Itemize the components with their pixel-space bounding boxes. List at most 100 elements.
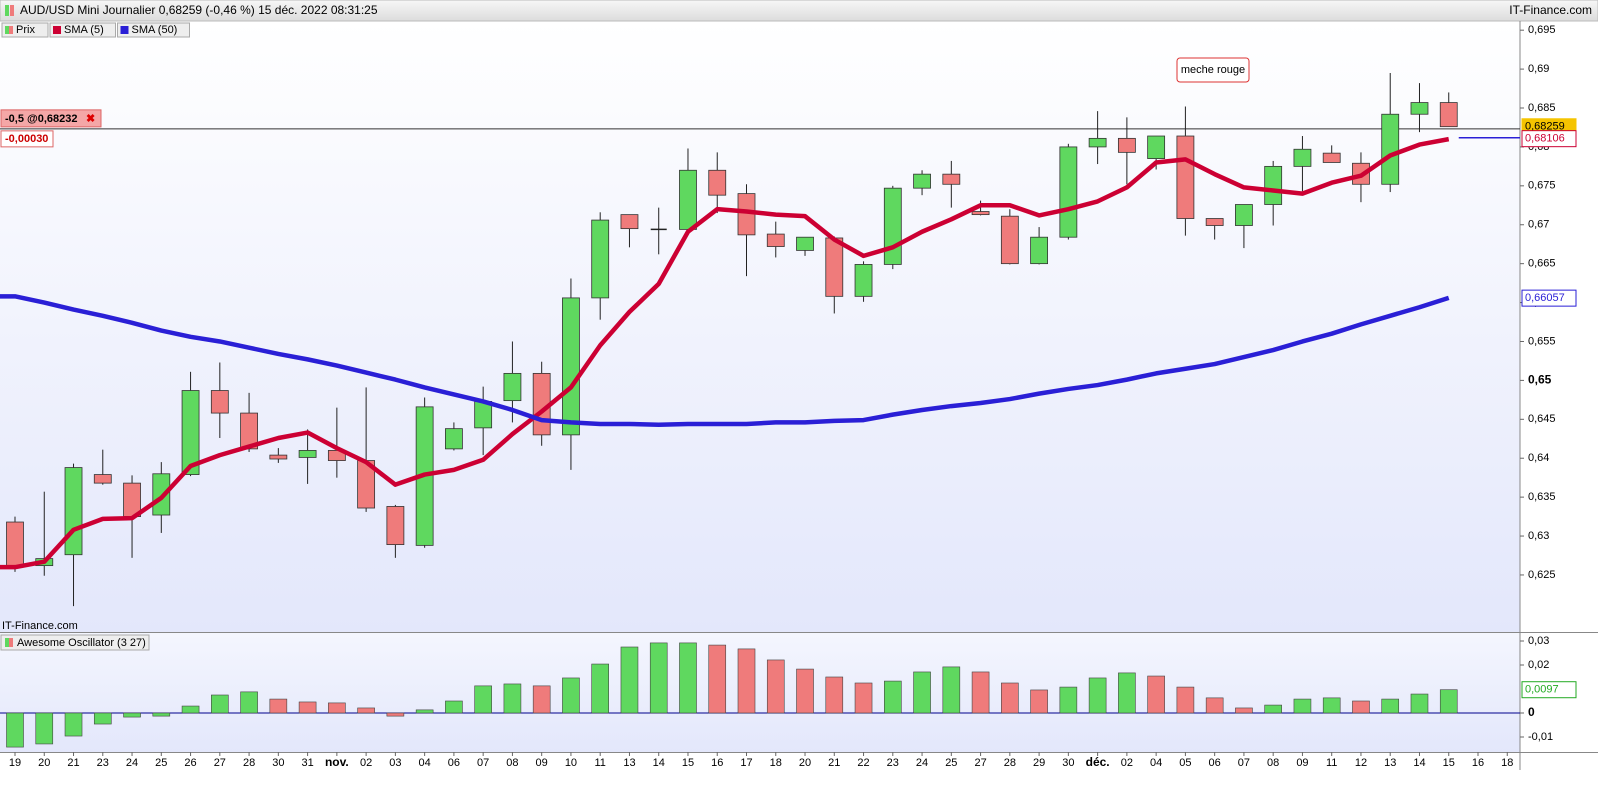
- osc-legend-box: [0, 634, 150, 651]
- y-tick-label: 0,02: [1528, 659, 1549, 671]
- price-marker-label: 0,68106: [1525, 133, 1565, 145]
- y-tick-label: 0,655: [1528, 335, 1556, 347]
- x-tick-label: 29: [1033, 757, 1045, 769]
- x-tick-label: 05: [1179, 757, 1191, 769]
- x-tick-label: 23: [97, 757, 109, 769]
- x-tick-label: 24: [126, 757, 138, 769]
- body: [1147, 135, 1166, 159]
- order-box: [0, 109, 102, 128]
- y-tick-label: 0,645: [1528, 413, 1556, 425]
- sma-line: [0, 294, 1450, 428]
- x-tick-label: 09: [536, 757, 548, 769]
- ao-bar: [649, 642, 668, 714]
- ao-bar: [35, 712, 54, 745]
- ao-bar: [1352, 700, 1370, 714]
- title: AUD/USD Mini Journalier 0,68259 (-0,46 %…: [20, 3, 378, 17]
- icon: [9, 638, 13, 647]
- price-marker-label: 0,68259: [1525, 121, 1565, 133]
- x-tick-label: 21: [67, 757, 79, 769]
- body: [1293, 148, 1312, 167]
- x-tick-label: 03: [389, 757, 401, 769]
- y-tick-label: 0: [1528, 705, 1535, 719]
- x-tick-label: 13: [623, 757, 635, 769]
- body: [562, 297, 580, 436]
- body: [64, 467, 83, 556]
- body: [708, 169, 727, 196]
- x-tick-label: 04: [1150, 757, 1162, 769]
- annotation-box: [1176, 57, 1250, 83]
- x-tick-label: 31: [301, 757, 313, 769]
- x-tick-label: 20: [799, 757, 811, 769]
- order-close: ✖: [86, 113, 95, 125]
- ao-bar: [1322, 697, 1341, 714]
- ao-bar: [445, 700, 463, 714]
- ao-bar: [796, 668, 814, 714]
- body: [210, 390, 229, 414]
- x-tick-label: déc.: [1086, 755, 1110, 769]
- ao-bar: [1439, 689, 1458, 714]
- x-tick-label: 16: [711, 757, 723, 769]
- legend-box: [49, 22, 116, 38]
- brand: IT-Finance.com: [1509, 3, 1592, 17]
- ao-bar: [240, 691, 258, 714]
- y-tick-label: 0,675: [1528, 180, 1556, 192]
- body: [93, 474, 112, 484]
- legend-box: [117, 22, 190, 38]
- x-tick-label: 24: [916, 757, 928, 769]
- icon: [10, 5, 14, 16]
- ao-bar: [766, 659, 785, 714]
- ao-bar: [825, 676, 844, 714]
- body: [1205, 218, 1224, 226]
- body: [854, 264, 873, 297]
- body: [620, 214, 639, 230]
- price-marker-label: 0,0097: [1525, 684, 1559, 696]
- x-tick-label: 23: [887, 757, 899, 769]
- ao-bar: [1293, 698, 1312, 714]
- body: [1088, 137, 1107, 148]
- body: [181, 390, 200, 475]
- body: [1117, 137, 1136, 153]
- body: [444, 428, 463, 450]
- x-tick-label: 27: [974, 757, 986, 769]
- y-tick-label: 0,685: [1528, 102, 1556, 114]
- icon: [5, 5, 9, 16]
- top-bar: [0, 0, 1598, 22]
- x-tick-label: 08: [1267, 757, 1279, 769]
- body: [269, 454, 288, 460]
- ao-bar: [386, 712, 405, 717]
- body: [1235, 204, 1253, 226]
- body: [298, 450, 317, 458]
- body: [1000, 215, 1019, 265]
- body: [591, 219, 610, 299]
- ao-bar: [591, 663, 610, 714]
- legend-label: Prix: [16, 24, 35, 36]
- ao-bar: [415, 709, 434, 714]
- watermark: IT-Finance.com: [2, 620, 78, 632]
- osc-bg: [0, 633, 1520, 752]
- x-tick-label: 19: [9, 757, 21, 769]
- x-tick-label: 08: [506, 757, 518, 769]
- ao-bar: [64, 712, 83, 737]
- body: [1439, 102, 1458, 128]
- body: [1264, 165, 1283, 205]
- ao-bar: [1059, 686, 1078, 714]
- y-tick-label: 0,63: [1528, 530, 1549, 542]
- x-tick-label: 28: [1004, 757, 1016, 769]
- ao-bar: [942, 666, 961, 714]
- x-tick-label: 25: [945, 757, 957, 769]
- price-marker: [1521, 289, 1577, 307]
- x-tick-label: 22: [857, 757, 869, 769]
- ao-bar: [123, 712, 141, 718]
- ao-bar: [1001, 682, 1019, 714]
- body: [386, 506, 405, 546]
- y-tick-label: 0,65: [1528, 373, 1552, 387]
- y-tick-label: 0,635: [1528, 491, 1556, 503]
- ao-bar: [1176, 686, 1195, 714]
- y-tick-label: -0,01: [1528, 731, 1553, 743]
- body: [1322, 152, 1341, 163]
- ao-bar: [620, 646, 639, 714]
- x-tick-label: 30: [272, 757, 284, 769]
- y-tick-label: 0,67: [1528, 219, 1549, 231]
- ao-bar: [883, 680, 902, 714]
